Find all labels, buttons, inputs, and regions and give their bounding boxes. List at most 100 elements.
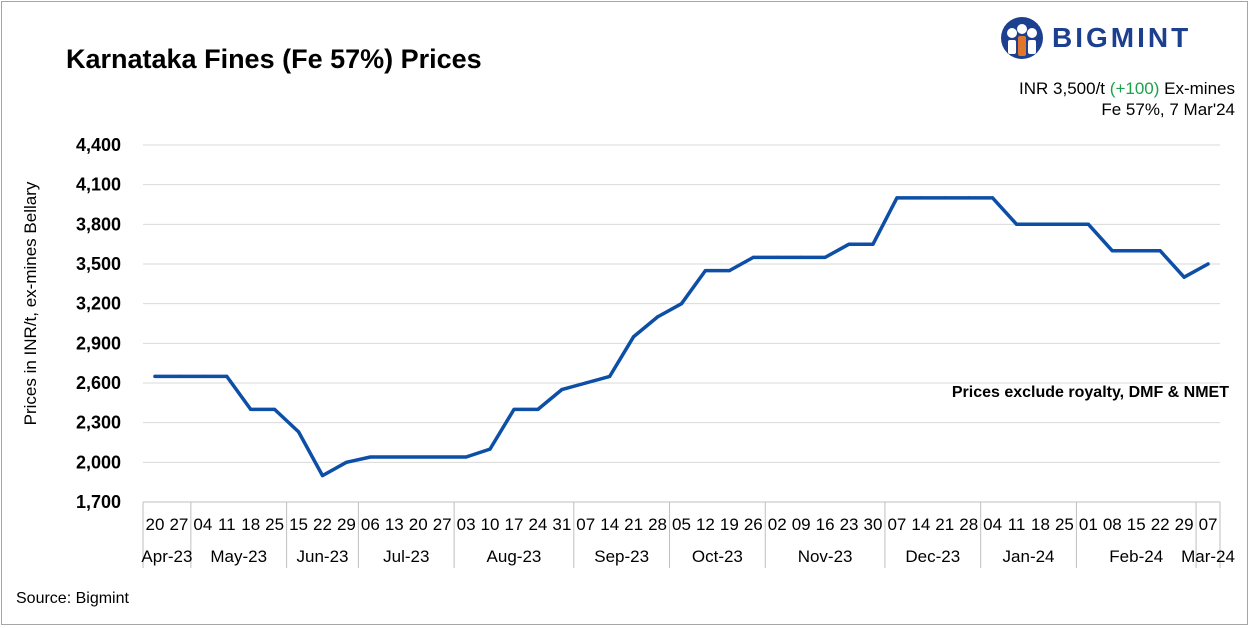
data-point — [991, 196, 995, 200]
x-tick-label: 24 — [528, 515, 547, 534]
y-tick-label: 3,200 — [76, 294, 121, 314]
x-tick-label: 12 — [696, 515, 715, 534]
x-tick-label: 16 — [816, 515, 835, 534]
price-headline: INR 3,500/t (+100) Ex-mines Fe 57%, 7 Ma… — [1019, 78, 1235, 120]
y-tick-label: 2,000 — [76, 452, 121, 472]
y-tick-label: 2,300 — [76, 413, 121, 433]
data-point — [584, 381, 588, 385]
y-tick-label: 2,600 — [76, 373, 121, 393]
x-tick-label: 01 — [1079, 515, 1098, 534]
x-tick-label: 27 — [169, 515, 188, 534]
x-tick-label: 13 — [385, 515, 404, 534]
x-tick-label: 28 — [959, 515, 978, 534]
data-point — [320, 473, 325, 478]
price-spec: Fe 57%, 7 Mar'24 — [1101, 100, 1235, 119]
data-point — [703, 269, 708, 273]
data-point — [225, 374, 229, 378]
x-tick-label: 15 — [1127, 515, 1146, 534]
data-point — [344, 460, 349, 464]
data-point — [943, 196, 947, 200]
data-point — [1062, 222, 1067, 226]
data-point — [488, 447, 492, 451]
x-tick-label: 06 — [361, 515, 380, 534]
data-point — [871, 242, 875, 246]
source-label: Source: Bigmint — [16, 590, 129, 607]
data-point — [1134, 249, 1138, 253]
y-tick-label: 3,500 — [76, 254, 121, 274]
x-tick-label: 25 — [1055, 515, 1074, 534]
x-tick-label: 02 — [768, 515, 787, 534]
data-point — [751, 255, 755, 259]
data-point — [273, 407, 277, 412]
y-tick-label: 1,700 — [76, 492, 121, 512]
month-label: Jun-23 — [297, 547, 349, 566]
data-point — [679, 302, 684, 306]
month-label: Oct-23 — [692, 547, 743, 566]
data-point — [464, 455, 468, 459]
data-point — [392, 455, 396, 459]
price-line: INR 3,500/t (+100) Ex-mines — [1019, 78, 1235, 99]
x-tick-label: 22 — [313, 515, 332, 534]
data-point — [177, 374, 181, 378]
data-point — [512, 407, 516, 412]
x-tick-label: 23 — [840, 515, 859, 534]
x-tick-label: 18 — [1031, 515, 1050, 534]
data-point — [249, 407, 253, 412]
data-point — [1110, 249, 1114, 253]
month-label: Mar-24 — [1181, 547, 1235, 566]
x-tick-label: 21 — [935, 515, 954, 534]
month-label: Dec-23 — [905, 547, 960, 566]
x-tick-label: 05 — [672, 515, 691, 534]
x-tick-label: 03 — [457, 515, 476, 534]
x-tick-label: 19 — [720, 515, 739, 534]
month-label: Feb-24 — [1109, 547, 1163, 566]
x-tick-label: 31 — [552, 515, 571, 534]
x-tick-label: 26 — [744, 515, 763, 534]
x-tick-label: 08 — [1103, 515, 1122, 534]
data-point — [823, 255, 827, 259]
month-label: Sep-23 — [594, 547, 649, 566]
month-label: Nov-23 — [798, 547, 853, 566]
x-tick-label: 30 — [864, 515, 883, 534]
x-tick-label: 21 — [624, 515, 643, 534]
x-tick-label: 07 — [576, 515, 595, 534]
data-point — [440, 455, 444, 459]
x-tick-label: 27 — [433, 515, 452, 534]
data-point — [655, 315, 660, 319]
data-point — [368, 455, 372, 459]
chart-note: Prices exclude royalty, DMF & NMET — [951, 384, 1229, 401]
x-tick-label: 09 — [792, 515, 811, 534]
x-tick-label: 20 — [146, 515, 165, 534]
x-tick-label: 04 — [193, 515, 212, 534]
y-tick-label: 4,400 — [76, 135, 121, 155]
x-tick-label: 18 — [241, 515, 260, 534]
x-tick-label: 25 — [265, 515, 284, 534]
data-point — [536, 407, 540, 412]
bigmint-logo — [1001, 17, 1043, 59]
data-point — [847, 242, 851, 246]
x-tick-label: 28 — [648, 515, 667, 534]
data-point — [416, 455, 420, 459]
x-tick-label: 20 — [409, 515, 428, 534]
data-point — [1206, 262, 1210, 266]
price-basis: Ex-mines — [1164, 79, 1235, 98]
data-point — [1182, 275, 1186, 279]
price-change: (+100) — [1109, 79, 1160, 98]
x-tick-label: 10 — [481, 515, 500, 534]
y-axis-title: Prices in INR/t, ex-mines Bellary — [21, 181, 40, 425]
x-tick-label: 07 — [887, 515, 906, 534]
x-tick-label: 29 — [1175, 515, 1194, 534]
data-point — [895, 196, 899, 200]
data-point — [799, 255, 803, 259]
data-point — [1038, 222, 1043, 226]
x-tick-label: 14 — [600, 515, 619, 534]
data-point — [560, 388, 564, 392]
month-label: Aug-23 — [487, 547, 542, 566]
x-tick-label: 11 — [1008, 515, 1026, 534]
month-label: Jan-24 — [1003, 547, 1055, 566]
price-series-line — [153, 196, 1210, 478]
logo-emblem-icon — [1001, 17, 1043, 59]
x-tick-label: 04 — [983, 515, 1002, 534]
chart-title: Karnataka Fines (Fe 57%) Prices — [66, 44, 482, 74]
